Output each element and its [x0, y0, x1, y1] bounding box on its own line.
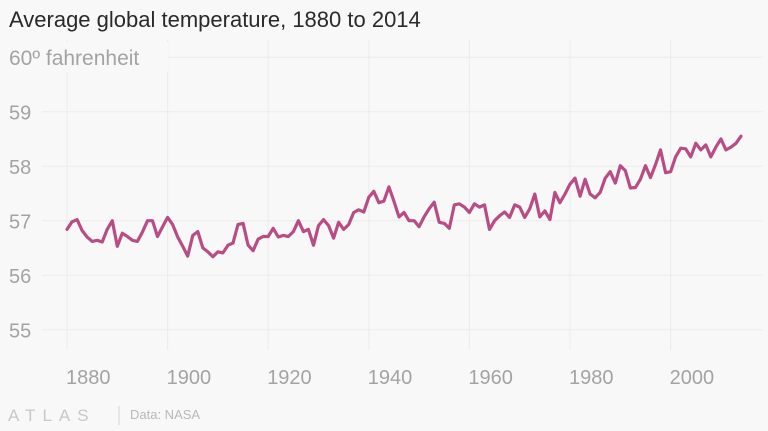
- x-tick-label: 1920: [267, 367, 312, 389]
- data-source: Data: NASA: [130, 407, 200, 422]
- x-tick-label: 1880: [66, 367, 111, 389]
- y-tick-label: 55: [9, 321, 31, 343]
- x-tick-label: 1960: [468, 367, 513, 389]
- x-tick-label: 1900: [167, 367, 212, 389]
- y-tick-label: 58: [9, 157, 31, 179]
- y-axis-unit-label: 60º fahrenheit: [9, 47, 139, 70]
- series-line-temperature: [65, 134, 743, 259]
- y-tick-label: 57: [9, 212, 31, 234]
- x-tick-label: 1980: [569, 367, 614, 389]
- unit-label-backdrop: [0, 42, 168, 72]
- y-tick-label: 56: [9, 266, 31, 288]
- x-tick-label: 1940: [368, 367, 413, 389]
- gridlines: [42, 40, 763, 350]
- y-axis-ticks: 55 56 57 58 59: [9, 103, 31, 343]
- chart-title: Average global temperature, 1880 to 2014: [9, 7, 421, 32]
- x-tick-label: 2000: [670, 367, 715, 389]
- y-tick-label: 59: [9, 103, 31, 125]
- atlas-logo: ATLAS: [8, 406, 96, 425]
- x-axis-ticks: 1880 1900 1920 1940 1960 1980 2000: [66, 367, 714, 389]
